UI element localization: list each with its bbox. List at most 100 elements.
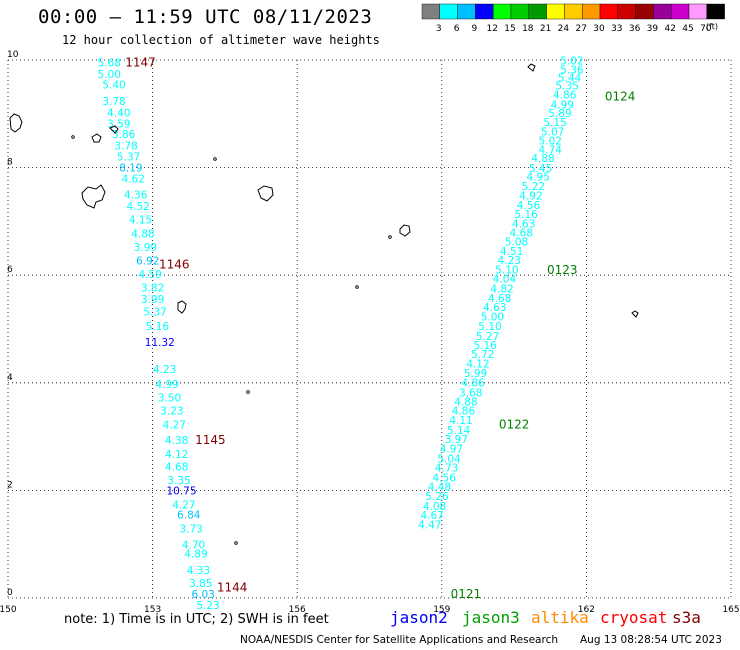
swh-data-label: 4.99 [155, 379, 178, 391]
legend-label: 24 [558, 24, 570, 34]
swh-data-label: 4.56 [517, 200, 541, 212]
swh-data-label: 4.48 [428, 481, 451, 493]
pass-time-label: 1145 [195, 433, 226, 447]
island-outline [527, 63, 536, 72]
swh-data-label: 4.86 [461, 378, 485, 390]
swh-data-label: 4.62 [122, 174, 145, 186]
islet-marker [388, 235, 392, 239]
swh-data-label: 4.68 [488, 293, 511, 305]
swh-data-label: 3.97 [445, 434, 468, 446]
swh-data-label: 5.08 [505, 237, 528, 249]
swh-data-label: 5.27 [476, 331, 499, 343]
chart-title: 00:00 – 11:59 UTC 08/11/2023 [38, 6, 373, 28]
swh-data-label: 6.84 [177, 509, 201, 521]
y-tick-label: 0 [7, 588, 13, 598]
swh-data-label: 5.00 [481, 311, 504, 323]
pass-time-label: 1146 [159, 258, 190, 272]
legend-label: 33 [611, 24, 622, 34]
legend-label: 21 [540, 24, 551, 34]
satellite-jason2: jason2 [390, 608, 448, 627]
swh-data-label: 5.14 [447, 425, 471, 437]
swh-data-label: 4.82 [490, 283, 513, 295]
swh-data-label: 5.45 [529, 163, 552, 175]
island-outline [91, 133, 102, 143]
swh-data-label: 4.51 [500, 246, 523, 258]
islet-marker [213, 157, 217, 161]
swh-data-label: 3.73 [179, 523, 202, 535]
swh-data-label: 5.10 [478, 321, 501, 333]
island-outline [257, 185, 274, 202]
swh-data-label: 5.40 [102, 80, 125, 92]
legend-label: 70 [700, 24, 712, 34]
swh-data-label: 3.23 [160, 406, 183, 418]
swh-data-label: 10.75 [166, 486, 196, 498]
islet-marker [71, 135, 75, 139]
satellite-altika: altika [531, 608, 589, 627]
legend-label: 12 [486, 24, 497, 34]
swh-data-label: 3.78 [114, 140, 137, 152]
swh-data-label: 5.23 [196, 600, 219, 612]
pass-time-label: 1147 [125, 55, 156, 69]
swh-data-label: 4.56 [433, 472, 457, 484]
swh-data-label: 4.59 [138, 269, 161, 281]
swh-data-label: 4.23 [498, 255, 521, 267]
swh-data-label: 4.70 [182, 540, 205, 552]
legend-label: 15 [504, 24, 515, 34]
swh-data-label: 4.88 [131, 229, 154, 241]
legend-label: 42 [664, 24, 675, 34]
legend-label: 39 [647, 24, 659, 34]
swh-data-label: 3.82 [141, 282, 164, 294]
island-outline [399, 224, 411, 237]
swh-data-label: 5.16 [514, 209, 538, 221]
swh-data-label: 4.74 [539, 145, 563, 157]
satellite-cryosat: cryosat [600, 608, 668, 627]
x-tick-label: 162 [578, 605, 595, 615]
swh-data-label: 4.33 [187, 565, 210, 577]
swh-data-label: 4.99 [551, 99, 574, 111]
island-outline [109, 125, 119, 134]
swh-data-label: 4.88 [531, 153, 554, 165]
swh-data-label: 4.67 [420, 510, 443, 522]
swh-data-label: 4.15 [129, 215, 152, 227]
swh-data-label: 5.04 [437, 453, 461, 465]
swh-data-label: 5.02 [560, 55, 583, 67]
swh-data-label: 4.36 [124, 189, 148, 201]
swh-data-label: 5.36 [560, 64, 584, 76]
swh-data-label: 4.88 [454, 396, 477, 408]
islet-marker [355, 285, 359, 289]
pass-time-label: 1144 [217, 581, 248, 595]
island-outline [81, 184, 106, 209]
credit-line: NOAA/NESDIS Center for Satellite Applica… [240, 634, 558, 646]
chart-subtitle: 12 hour collection of altimeter wave hei… [62, 33, 380, 47]
swh-data-label: 4.04 [493, 274, 517, 286]
swh-data-label: 4.27 [172, 500, 195, 512]
swh-data-label: 4.86 [553, 90, 577, 102]
legend-label: 3 [436, 24, 442, 34]
swh-data-label: 4.52 [126, 201, 149, 213]
pass-time-label: 0122 [499, 418, 530, 432]
swh-data-label: 5.15 [543, 117, 566, 129]
x-tick-label: 150 [0, 605, 17, 615]
swh-data-label: 5.07 [541, 126, 564, 138]
swh-data-label: 5.16 [146, 321, 170, 333]
swh-data-label: 3.99 [141, 294, 164, 306]
satellite-jason3: jason3 [462, 608, 520, 627]
y-tick-label: 10 [7, 50, 19, 60]
swh-data-label: 3.35 [167, 475, 190, 487]
satellite-s3a: s3a [672, 608, 701, 627]
swh-data-label: 4.63 [483, 302, 506, 314]
island-outline [177, 300, 187, 314]
swh-data-label: 5.16 [473, 340, 497, 352]
legend-label: 6 [454, 24, 460, 34]
swh-data-label: 5.72 [471, 349, 494, 361]
swh-data-label: 4.68 [165, 461, 188, 473]
swh-data-label: 5.68 [98, 57, 121, 69]
island-outline [9, 113, 23, 133]
x-tick-label: 153 [144, 605, 161, 615]
swh-data-label: 4.08 [423, 501, 446, 513]
swh-data-label: 4.97 [440, 444, 463, 456]
swh-data-label: 4.95 [527, 172, 550, 184]
swh-data-label: 4.86 [452, 406, 476, 418]
